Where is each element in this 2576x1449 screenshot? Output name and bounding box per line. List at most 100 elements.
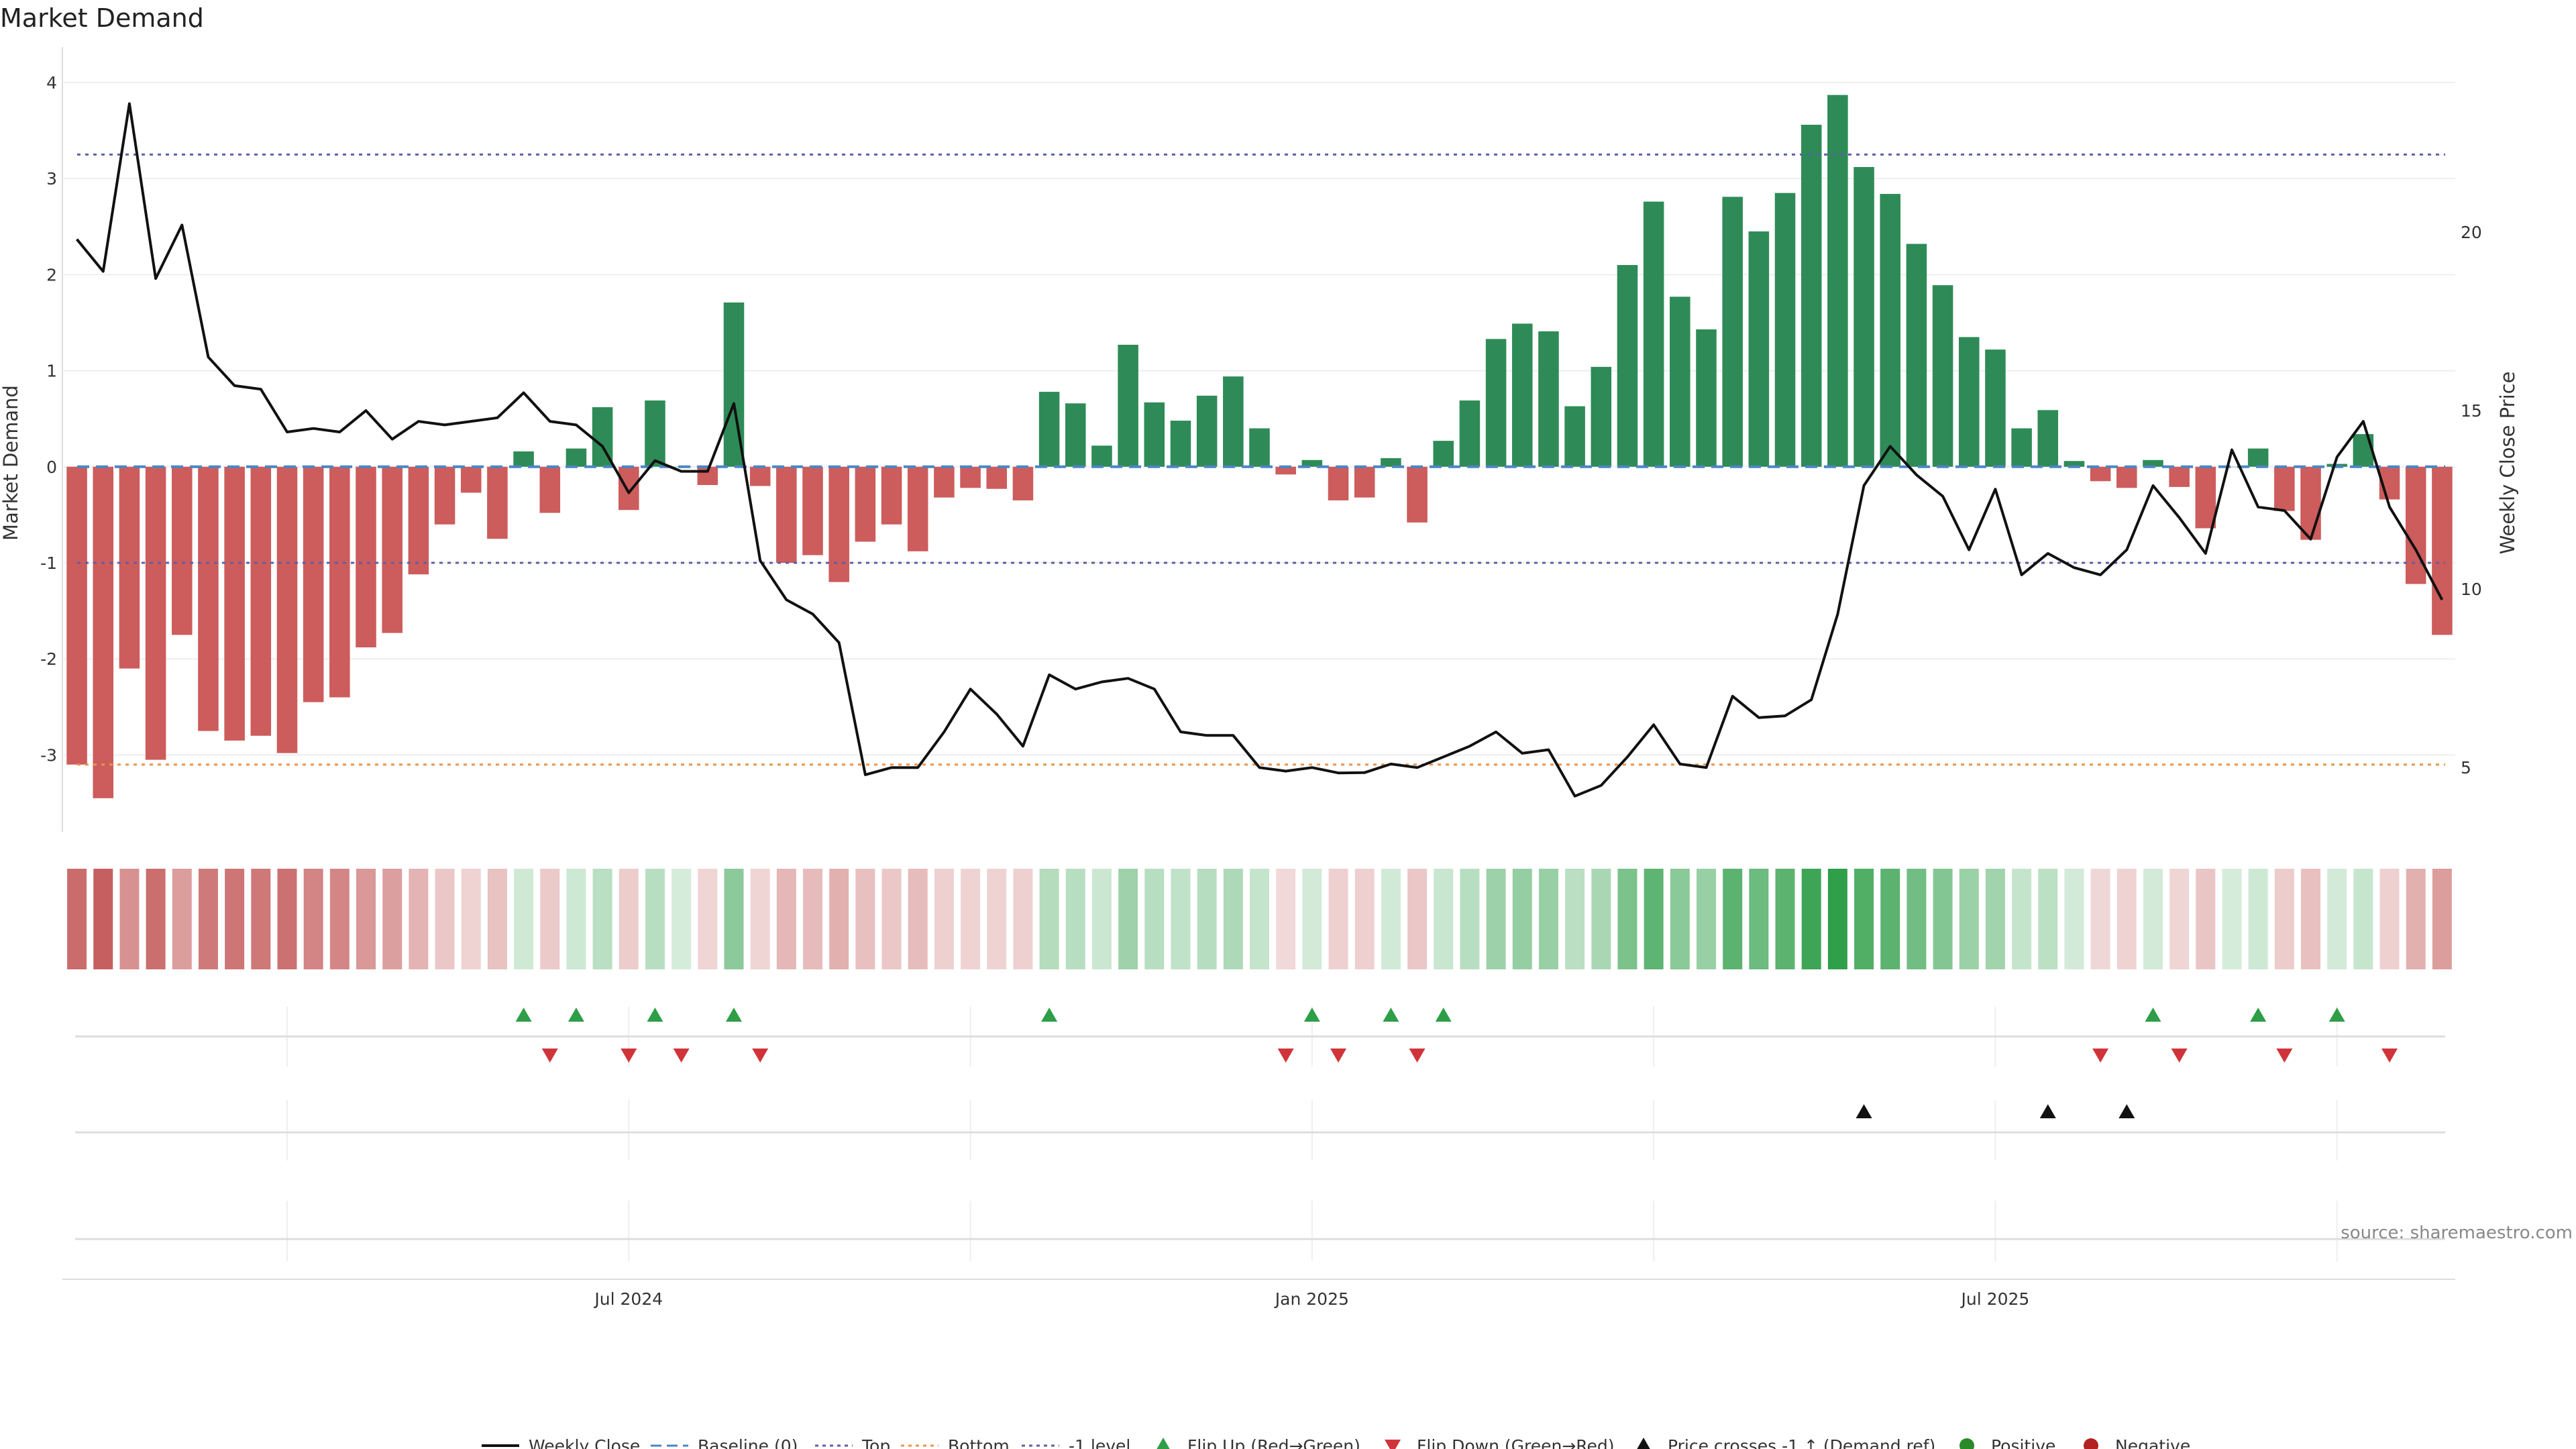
demand-bar [2247, 448, 2269, 467]
heat-cell [2301, 869, 2321, 969]
demand-bar [749, 466, 771, 486]
legend-swatch-dot [2084, 1438, 2098, 1449]
y2-tick-label: 15 [2461, 401, 2482, 421]
reference-lines [77, 153, 2445, 766]
price-cross-marker [2118, 1104, 2135, 1118]
demand-bar [1617, 265, 1638, 467]
flip-up-marker [568, 1008, 584, 1022]
heat-cell [776, 869, 796, 969]
flip-up-marker [647, 1008, 663, 1022]
demand-bar [2405, 466, 2426, 584]
demand-bar [2300, 466, 2321, 540]
y-tick-label: -1 [40, 553, 57, 573]
demand-bar [1958, 337, 1980, 467]
weekly-close-line-layer [76, 102, 2444, 798]
y-tick-label: 1 [46, 362, 57, 381]
heat-cell [1512, 869, 1532, 969]
heat-cell [1354, 869, 1375, 969]
heat-cell [724, 869, 744, 969]
heat-cell [1801, 869, 1821, 969]
heat-cell [487, 869, 507, 969]
demand-bar [1275, 466, 1296, 475]
demand-bar [1459, 400, 1481, 467]
heat-cell [382, 869, 402, 969]
flip-up-marker [1041, 1008, 1058, 1022]
heat-cell [172, 869, 192, 969]
heat-cell [908, 869, 928, 969]
demand-bar [1485, 339, 1507, 467]
heat-cell [2274, 869, 2294, 969]
demand-bar [1643, 201, 1664, 467]
legend-label: Flip Down (Green→Red) [1417, 1436, 1615, 1449]
heat-cell [1749, 869, 1769, 969]
heat-cell [1591, 869, 1611, 969]
demand-bar [566, 448, 587, 467]
demand-bar [1170, 421, 1191, 467]
demand-bar [513, 451, 534, 467]
heat-cell [750, 869, 770, 969]
demand-bar [1223, 376, 1244, 467]
heat-cell [1091, 869, 1112, 969]
demand-bar [1196, 395, 1218, 467]
legend-label: Positive [1991, 1436, 2055, 1449]
heat-cell [1538, 869, 1558, 969]
demand-bar [224, 466, 245, 741]
weekly-close-line [76, 102, 2444, 798]
heat-cell [1907, 869, 1927, 969]
flip-down-marker [2381, 1049, 2398, 1063]
x-tick-label: Jan 2025 [1274, 1289, 1349, 1309]
heat-cell [566, 869, 586, 969]
y2-tick-label: 10 [2461, 580, 2482, 599]
heat-cell [2169, 869, 2190, 969]
y-tick-label: -2 [40, 649, 57, 669]
demand-bar [382, 466, 402, 633]
legend-label: Top [861, 1436, 890, 1449]
heat-cell [2353, 869, 2373, 969]
heat-cell [1775, 869, 1795, 969]
flip-down-marker [1409, 1049, 1426, 1063]
grid-layer [64, 81, 2455, 756]
x-tick-label: Jul 2024 [593, 1289, 663, 1309]
empty-panel [75, 1201, 2445, 1261]
demand-bar [2063, 461, 2085, 467]
demand-bar [2326, 464, 2347, 467]
demand-bar [828, 466, 849, 582]
heat-cell [356, 869, 376, 969]
demand-bar [934, 466, 955, 498]
demand-bar [1538, 331, 1559, 467]
flip-down-marker [752, 1049, 769, 1063]
flip-down-marker [1330, 1049, 1347, 1063]
demand-bar [1354, 466, 1375, 498]
heat-cell [514, 869, 534, 969]
heat-cell [2196, 869, 2216, 969]
flip-up-marker [515, 1008, 532, 1022]
heat-cell [2432, 869, 2452, 969]
demand-bar [276, 466, 298, 753]
heat-cell [1276, 869, 1296, 969]
heat-cell [1933, 869, 1953, 969]
demand-bar [1801, 124, 1822, 467]
demand-bar [1144, 402, 1165, 467]
demand-bar [1328, 466, 1349, 500]
legend-label: Price crosses -1 ↑ (Demand ref) [1668, 1436, 1935, 1449]
heat-cell [1854, 869, 1874, 969]
demand-bar [119, 466, 140, 669]
heat-cell [461, 869, 481, 969]
heat-cell [619, 869, 639, 969]
demand-bar [2011, 428, 2032, 467]
legend-swatch-triangle-down [1385, 1440, 1401, 1449]
demand-bar [2090, 466, 2111, 482]
heat-cell [1302, 869, 1322, 969]
legend-label: Weekly Close [529, 1436, 640, 1449]
heat-cell [1197, 869, 1217, 969]
heat-cell [277, 869, 297, 969]
heat-cell [1880, 869, 1900, 969]
demand-bar [1827, 95, 1848, 467]
demand-bar [1301, 460, 1323, 467]
heat-cell [1434, 869, 1454, 969]
demand-bar [855, 466, 876, 542]
heat-cell [1223, 869, 1243, 969]
y-axis-label: Market Demand [0, 385, 22, 541]
demand-bar [1407, 466, 1428, 523]
